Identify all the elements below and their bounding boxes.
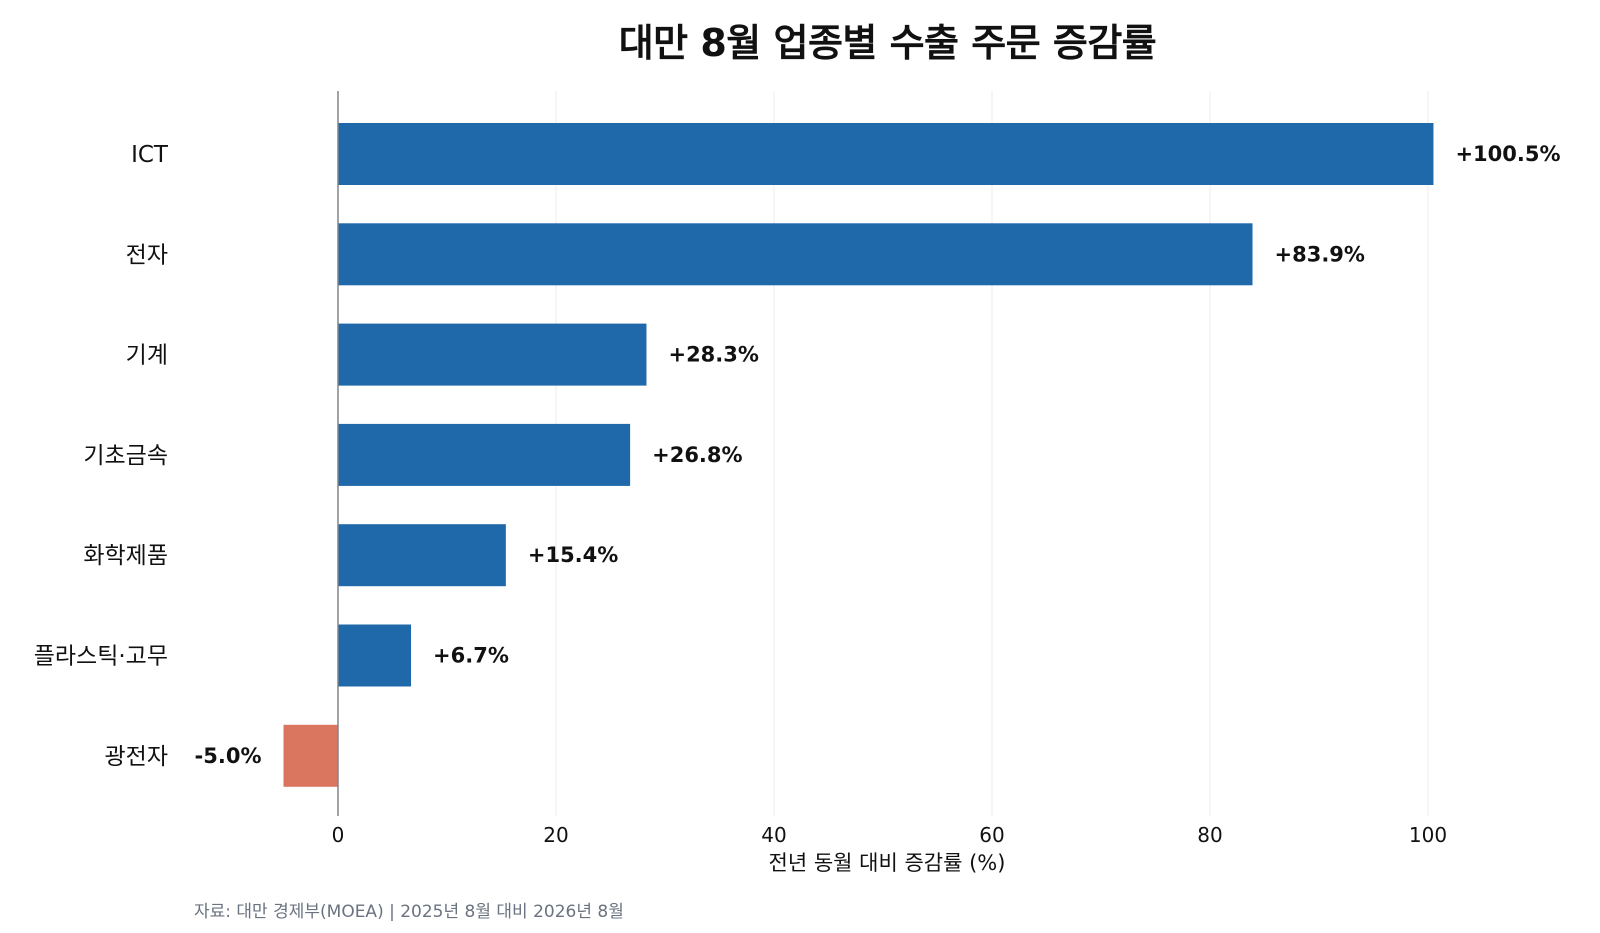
x-tick-label: 20 xyxy=(543,823,568,847)
x-tick-labels: 0 20 40 60 80 100 xyxy=(332,823,1447,847)
category-label: 전자 xyxy=(126,242,168,268)
x-tick-label: 100 xyxy=(1409,823,1447,847)
category-label: ICT xyxy=(131,142,169,168)
bar-5 xyxy=(338,624,412,687)
source-note: 자료: 대만 경제부(MOEA) | 2025년 8월 대비 2026년 8월 xyxy=(194,902,624,922)
data-label: +15.4% xyxy=(528,543,618,567)
category-label: 기계 xyxy=(126,343,168,369)
bar-1 xyxy=(338,223,1253,286)
bar-0 xyxy=(338,123,1434,185)
bar-4 xyxy=(338,524,506,587)
x-tick-label: 0 xyxy=(332,823,345,847)
chart-title: 대만 8월 업종별 수출 주문 증감률 xyxy=(618,21,1157,65)
x-tick-label: 60 xyxy=(979,823,1004,847)
data-label: +26.8% xyxy=(652,443,742,467)
data-label: +83.9% xyxy=(1275,242,1365,266)
bar-2 xyxy=(338,323,647,386)
bars xyxy=(283,123,1434,787)
gridlines xyxy=(555,91,1429,816)
category-label: 화학제품 xyxy=(83,543,168,569)
category-label: 기초금속 xyxy=(83,443,168,469)
data-label: +100.5% xyxy=(1455,142,1560,166)
x-axis-label: 전년 동월 대비 증감률 (%) xyxy=(769,851,1006,875)
category-label: 플라스틱·고무 xyxy=(34,644,168,670)
data-label: +28.3% xyxy=(668,343,758,367)
data-label: -5.0% xyxy=(195,744,262,768)
x-tick-label: 80 xyxy=(1197,823,1222,847)
data-label: +6.7% xyxy=(433,644,509,668)
x-tick-label: 40 xyxy=(761,823,786,847)
bar-3 xyxy=(338,423,631,486)
category-label: 광전자 xyxy=(105,744,168,770)
bar-6 xyxy=(283,724,338,787)
data-labels: +100.5% +83.9% +28.3% +26.8% +15.4% +6.7% -5.0… xyxy=(195,142,1561,768)
